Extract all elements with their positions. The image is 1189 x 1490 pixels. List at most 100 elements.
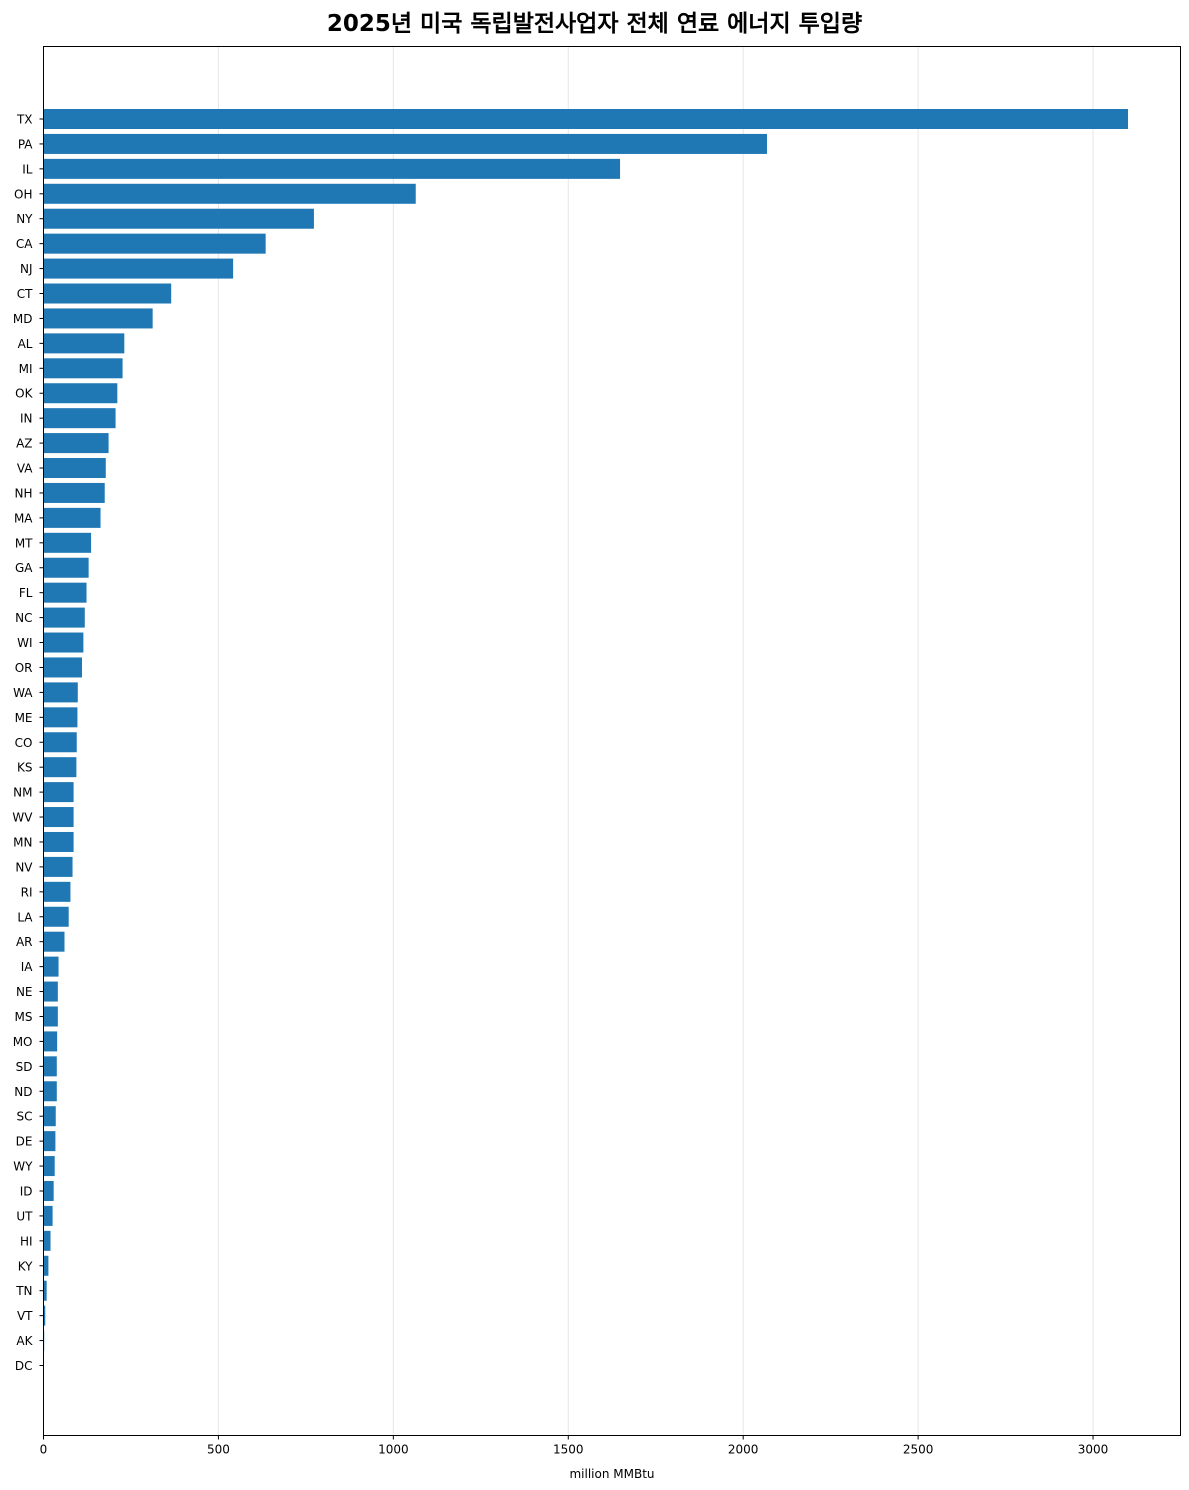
bar-wa [43, 682, 78, 703]
bar-de [43, 1131, 56, 1152]
y-tick-label: KS [17, 761, 33, 775]
bar-nh [43, 482, 105, 503]
bar-ok [43, 383, 118, 404]
bar-la [43, 906, 69, 927]
y-tick-label: MI [19, 362, 33, 376]
y-tick-label: MS [15, 1010, 33, 1024]
bar-ia [43, 956, 59, 977]
bar-ky [43, 1255, 49, 1276]
y-tick-label: ID [20, 1184, 33, 1198]
y-tick-label: WI [17, 636, 32, 650]
bar-mi [43, 358, 123, 379]
y-tick-label: KY [18, 1259, 33, 1273]
bar-ca [43, 233, 266, 254]
bar-mt [43, 532, 92, 553]
y-tick-label: NC [15, 611, 32, 625]
bar-in [43, 408, 116, 429]
x-tick-label: 1500 [553, 1443, 584, 1457]
y-tick-label: MN [13, 835, 32, 849]
bar-ri [43, 881, 71, 902]
bar-md [43, 308, 153, 329]
y-tick-label: VT [17, 1309, 33, 1323]
bar-fl [43, 582, 87, 603]
bar-or [43, 657, 82, 678]
bar-pa [43, 133, 767, 154]
bar-ut [43, 1205, 53, 1226]
y-tick-label: SC [17, 1110, 33, 1124]
bar-ar [43, 931, 65, 952]
y-tick-label: NE [16, 985, 33, 999]
y-tick-label: OR [15, 661, 33, 675]
bar-mn [43, 831, 74, 852]
y-tick-label: VA [17, 462, 33, 476]
y-tick-label: WY [13, 1160, 33, 1174]
y-tick-label: TX [16, 113, 33, 127]
x-tick-label: 3000 [1078, 1443, 1109, 1457]
y-tick-label: NH [15, 486, 33, 500]
bar-nv [43, 856, 73, 877]
y-tick-label: AR [16, 935, 33, 949]
bar-sc [43, 1106, 56, 1127]
y-tick-label: MA [14, 511, 33, 525]
bar-co [43, 732, 77, 753]
bar-wv [43, 807, 74, 828]
y-tick-label: MD [13, 312, 33, 326]
bar-tn [43, 1280, 47, 1301]
y-tick-label: WA [13, 686, 33, 700]
y-tick-label: NV [15, 860, 33, 874]
x-tick-label: 1000 [378, 1443, 409, 1457]
x-tick-label: 500 [207, 1443, 230, 1457]
y-tick-label: AK [16, 1334, 33, 1348]
bar-nd [43, 1081, 57, 1102]
y-tick-label: NY [16, 212, 33, 226]
y-tick-label: HI [20, 1234, 33, 1248]
y-tick-label: IL [22, 162, 33, 176]
bar-nc [43, 607, 85, 628]
x-axis: 0 500 1000 1500 2000 2500 3000 [40, 1435, 1109, 1457]
y-tick-label: AL [18, 337, 33, 351]
bar-ga [43, 557, 89, 578]
y-tick-label: ME [15, 711, 33, 725]
y-tick-label: PA [18, 137, 33, 151]
y-tick-label: DC [15, 1359, 33, 1373]
bar-wi [43, 632, 84, 653]
bar-me [43, 707, 78, 728]
y-tick-label: WV [12, 811, 33, 825]
y-tick-label: LA [17, 910, 33, 924]
plot-area-frame [43, 46, 1181, 1436]
bar-ks [43, 757, 77, 778]
bar-wy [43, 1156, 55, 1177]
y-tick-label: IA [21, 960, 34, 974]
bar-vt [43, 1305, 46, 1326]
bar-va [43, 458, 106, 479]
bar-tx [43, 109, 1129, 129]
x-tick-label: 2500 [903, 1443, 934, 1457]
y-tick-label: NJ [20, 262, 33, 276]
bar-ny [43, 208, 314, 229]
bar-il [43, 158, 621, 179]
bar-ne [43, 981, 58, 1002]
y-tick-label: RI [21, 885, 33, 899]
bar-az [43, 433, 109, 454]
y-tick-label: OK [15, 387, 33, 401]
y-tick-label: UT [16, 1209, 33, 1223]
y-tick-label: ND [14, 1085, 32, 1099]
y-tick-label: CA [16, 237, 33, 251]
bar-ms [43, 1006, 58, 1027]
bar-ma [43, 507, 101, 528]
y-tick-label: TN [15, 1284, 32, 1298]
y-tick-label: CT [17, 287, 33, 301]
grid-lines [43, 46, 1094, 1436]
bar-al [43, 333, 125, 354]
y-tick-label: MT [15, 536, 33, 550]
y-tick-label: SD [16, 1060, 33, 1074]
bar-group [43, 109, 1129, 1376]
bar-sd [43, 1056, 57, 1077]
y-tick-label: FL [19, 586, 33, 600]
bar-nm [43, 782, 74, 803]
bar-hi [43, 1230, 51, 1251]
chart-title: 2025년 미국 독립발전사업자 전체 연료 에너지 투입량 [326, 11, 863, 37]
bar-ct [43, 283, 172, 304]
x-tick-label: 0 [40, 1443, 48, 1457]
